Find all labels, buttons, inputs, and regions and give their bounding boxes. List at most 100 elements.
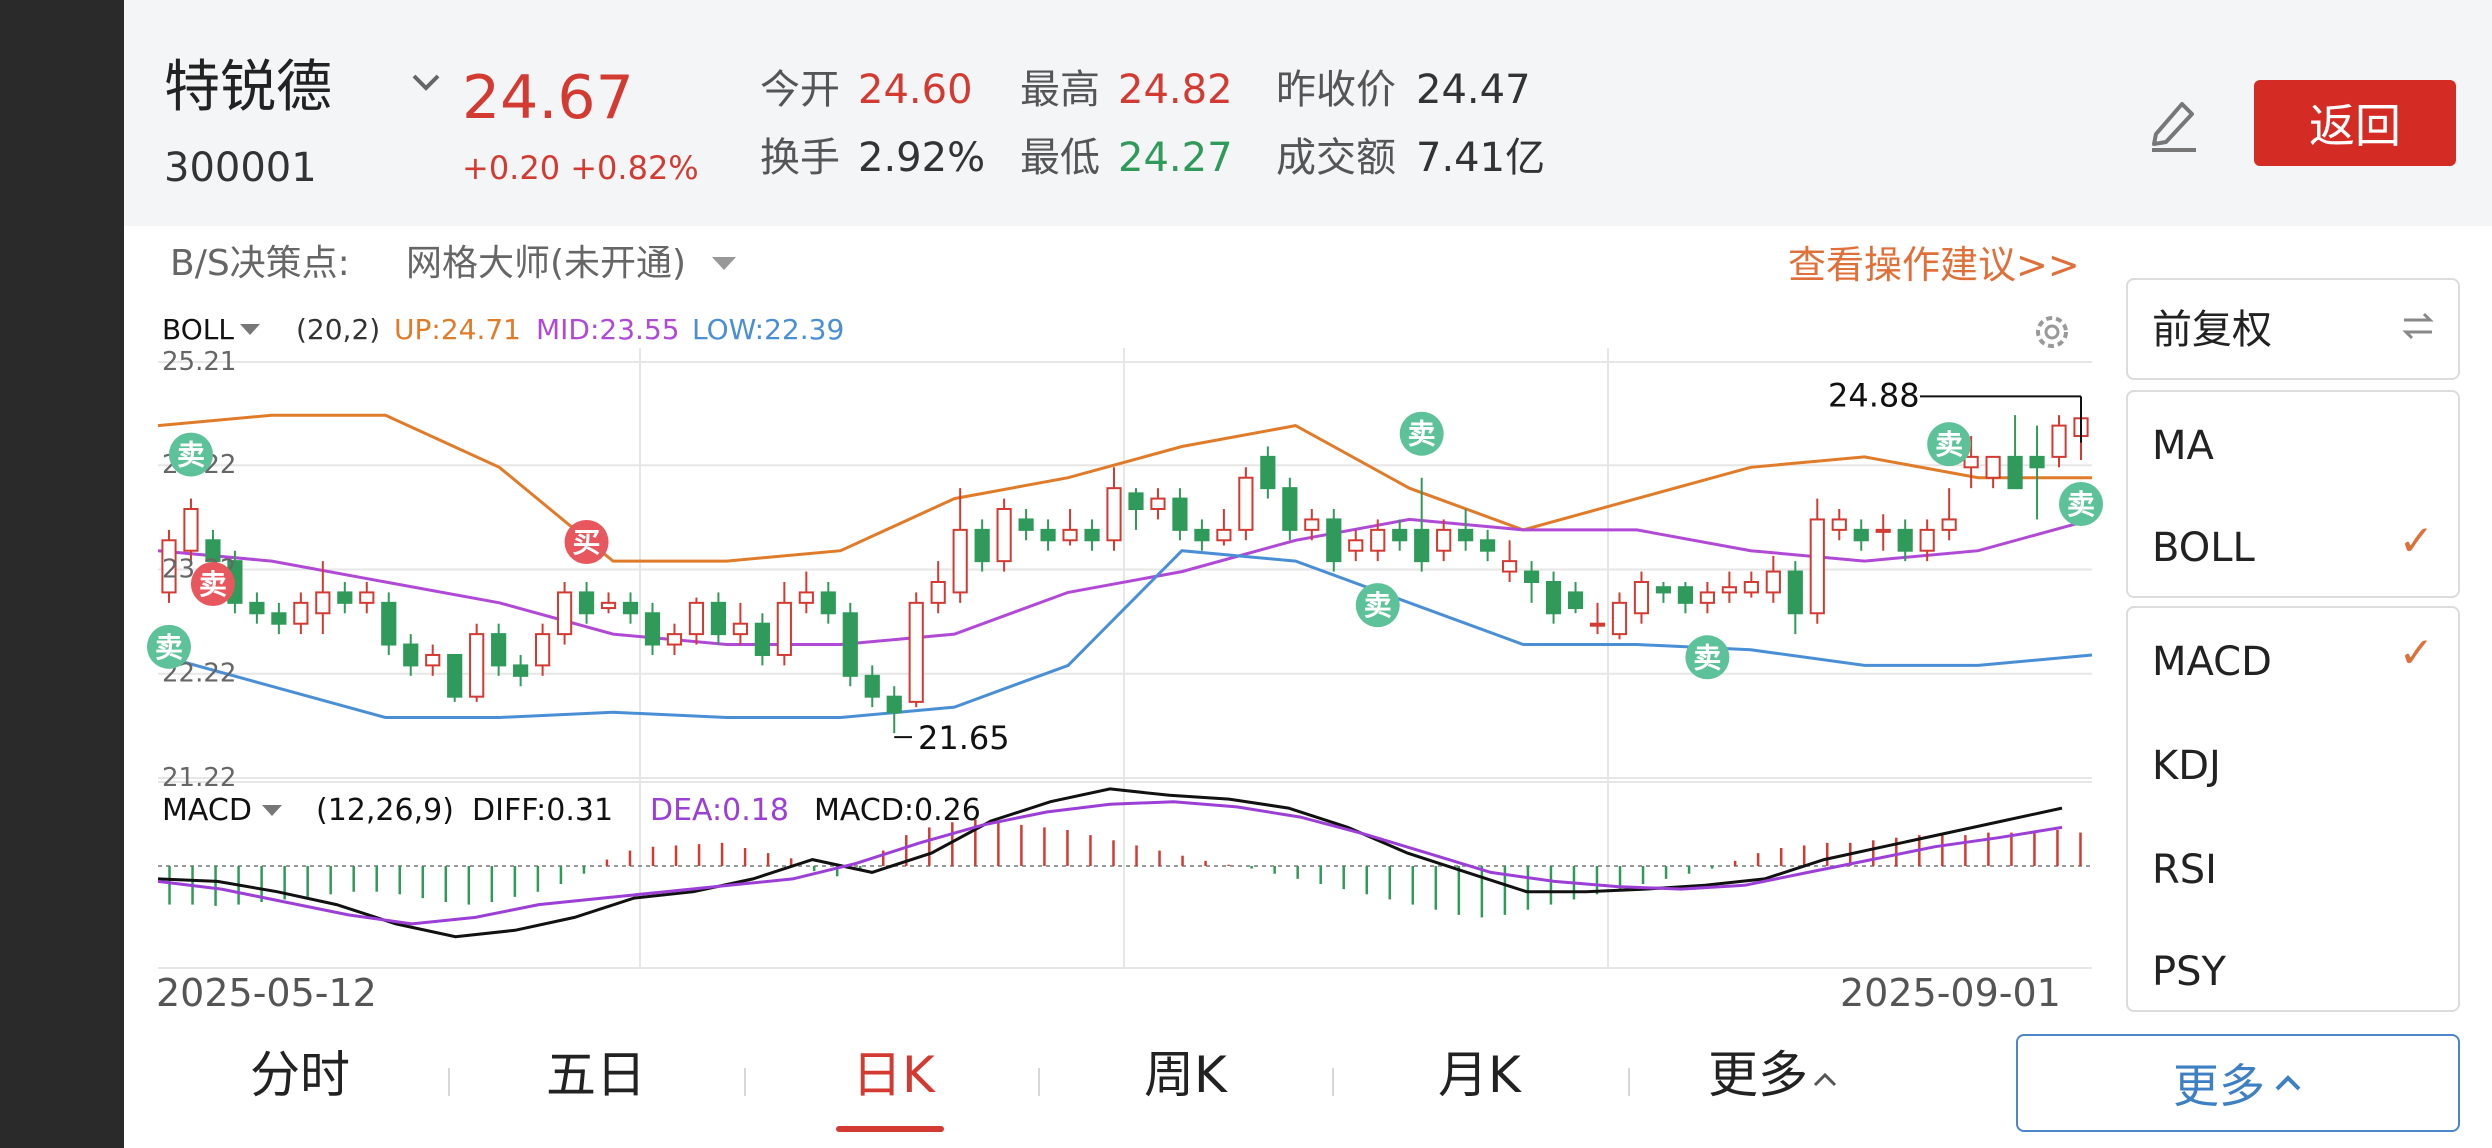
candle-body [1919,528,1935,552]
candle-body [1458,528,1474,542]
tab-divider [1628,1068,1630,1096]
candle-body [1677,586,1694,604]
boll-mid-line [157,517,2093,646]
sell-marker-bg [146,624,191,669]
candle-body [1194,528,1210,542]
sell-marker-bg [2059,482,2104,527]
bs-label: B/S决策点: [170,243,350,284]
candle-body [1348,539,1364,552]
candle-body [1260,455,1276,490]
buy-marker: 买 [564,519,609,564]
sell-marker: 卖 [1927,422,1972,467]
tab-weekly-k[interactable]: 周K [1144,1046,1227,1104]
current-price: 24.67 [462,63,634,133]
sell-marker-bg [190,562,235,606]
boll-selector[interactable]: BOLL [162,313,234,346]
macd-value: MACD:0.26 [814,793,981,828]
chevron-down-icon[interactable] [410,70,442,98]
candle-body [315,591,331,615]
tab-divider [1332,1068,1334,1096]
candle-body [974,528,990,563]
candle-body [1567,591,1584,610]
max-price-label: 24.88 [1828,376,1920,414]
macd-caret-icon[interactable] [262,802,282,821]
sell-marker-bg [1685,635,1730,680]
candle-body [2007,455,2023,490]
candle-body [1831,518,1847,531]
candle-body [1172,497,1188,531]
stock-code: 300001 [164,145,317,191]
sell-marker: 卖 [146,624,191,669]
sell-marker-text: 卖 [1364,589,1392,622]
candle-body [425,653,441,667]
macd-diff: DIFF:0.31 [472,793,614,828]
candle-body [1106,487,1122,542]
candle-body [820,591,836,615]
macd-selector[interactable]: MACD [162,793,252,828]
tab-more[interactable]: 更多 [1708,1046,1808,1104]
tab-daily-k[interactable]: 日K [852,1046,935,1104]
adjust-selector[interactable]: 前复权 [2126,278,2460,380]
sell-marker-text: 卖 [1693,641,1721,674]
candle-body [1238,476,1254,531]
candle-body [952,528,968,594]
sell-marker: 卖 [168,432,213,477]
prev-close-label: 昨收价 [1276,67,1396,113]
boll-check-icon: ✓ [2398,516,2434,565]
candle-body [1655,586,1672,594]
switch-icon [2398,306,2438,350]
indicator-ma[interactable]: MA [2152,423,2214,469]
candle-body [535,633,551,667]
amount-label: 成交额 [1276,135,1396,181]
candle-body [1436,528,1452,552]
candle-body [513,664,529,677]
bs-grid-master[interactable]: 网格大师(未开通) [406,243,687,284]
candle-body [1326,518,1342,563]
candle-body [491,633,507,667]
low-label: 最低 [1020,135,1100,181]
candle-body [447,653,463,698]
date-start: 2025-05-12 [156,971,377,1015]
sub-indicator-panel: MACD ✓ KDJ RSI PSY [2126,606,2460,1012]
tab-five-day[interactable]: 五日 [546,1046,646,1104]
candle-body [469,633,485,698]
candle-body [556,591,573,636]
sell-marker-bg [168,432,213,477]
candle-body [930,580,946,604]
indicator-kdj[interactable]: KDJ [2152,743,2221,789]
indicator-boll[interactable]: BOLL [2152,525,2255,571]
candle-body [600,601,617,610]
candle-body [1150,497,1166,511]
candle-body [1040,528,1056,542]
candle-body [1480,539,1496,552]
boll-caret-icon[interactable] [240,321,260,340]
stock-name[interactable]: 特锐德 [164,55,332,120]
candle-body [1084,528,1100,542]
adjust-label: 前复权 [2152,307,2272,353]
candle-body [688,601,705,636]
candle-body [1392,528,1408,542]
advice-link[interactable]: 查看操作建议>> [1788,243,2080,287]
pencil-icon[interactable] [2146,94,2202,156]
y-axis-label: 25.21 [162,347,236,377]
back-button[interactable]: 返回 [2254,80,2456,166]
candle-body [359,591,375,604]
chevron-up-icon[interactable] [1812,1070,1838,1092]
more-button[interactable]: 更多 [2016,1034,2460,1132]
candle-body [1787,570,1803,615]
indicator-macd[interactable]: MACD [2152,639,2272,685]
candle-body [183,508,199,552]
indicator-psy[interactable]: PSY [2152,949,2226,995]
tab-intraday[interactable]: 分时 [250,1046,350,1104]
boll-low: LOW:22.39 [692,313,845,346]
tab-monthly-k[interactable]: 月K [1438,1046,1521,1104]
sell-marker-bg [1927,422,1972,467]
candle-body [1897,528,1913,552]
dropdown-caret-icon[interactable] [712,256,736,275]
indicator-rsi[interactable]: RSI [2152,847,2217,893]
candle-body [2051,424,2067,458]
candle-body [622,601,639,615]
gear-icon[interactable] [2030,310,2074,358]
tab-divider [744,1068,746,1096]
